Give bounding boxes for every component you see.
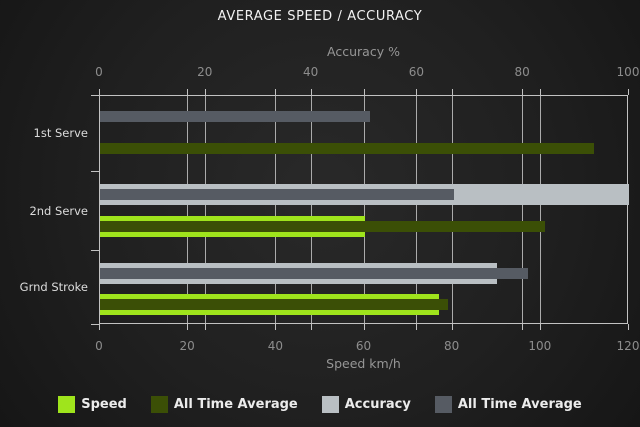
category-label: 2nd Serve [29,203,88,218]
gridline [451,96,453,323]
tick-mark [204,324,206,330]
tick-mark [451,324,453,330]
top-axis-title: Accuracy % [327,44,400,59]
plot-area [99,95,629,324]
accuracy-swatch-icon [321,396,339,413]
tick-mark [363,89,365,95]
bar-accuracy-average-2nd-serve [100,189,455,200]
tick-mark [416,324,418,330]
bar-speed-average-2nd-serve [100,221,546,232]
legend-label: All Time Average [457,397,582,412]
axis-tick-label: 80 [444,339,460,353]
gridline [539,96,541,323]
legend-item-accuracy[interactable]: Accuracy [321,396,411,413]
axis-tick-label: 100 [528,339,552,353]
gridline [275,96,277,323]
bottom-axis-title: Speed km/h [326,356,401,371]
category-label: 1st Serve [33,126,88,140]
bar-accuracy-average-grnd-stroke [100,268,529,279]
legend-label: Accuracy [344,397,411,412]
category-label: Grnd Stroke [19,280,88,294]
tick-mark [310,324,312,330]
axis-tick-label: 80 [514,65,530,79]
tick-mark [539,89,541,95]
tick-mark [91,95,99,96]
bar-speed-average-grnd-stroke [100,299,449,310]
tick-mark [91,171,99,172]
tick-mark [628,89,629,95]
tick-mark [451,89,453,95]
tick-mark [204,89,206,95]
legend-label: Speed [81,397,127,412]
axis-tick-label: 40 [267,339,283,353]
tick-mark [416,89,418,95]
tick-mark [91,324,99,325]
axis-tick-label: 0 [95,65,103,79]
legend-item-speed[interactable]: Speed [58,396,127,413]
tick-mark [363,324,365,330]
speed-swatch-icon [58,396,76,413]
gridline [363,96,365,323]
gridline [416,96,418,323]
legend-label: All Time Average [173,397,298,412]
tick-mark [99,324,100,330]
axis-tick-label: 0 [95,339,103,353]
accuracy-average-swatch-icon [434,396,452,413]
tick-mark [91,250,99,251]
tick-mark [628,324,629,330]
speed-average-swatch-icon [150,396,168,413]
gridline [310,96,312,323]
tick-mark [275,324,277,330]
tick-mark [310,89,312,95]
gridline [187,96,189,323]
gridline [522,96,524,323]
axis-tick-label: 100 [616,65,640,79]
legend-item-speed-all-time-average[interactable]: All Time Average [150,396,298,413]
tick-mark [522,324,524,330]
tick-mark [187,89,189,95]
tick-mark [99,89,100,95]
bar-speed-average-1st-serve [100,142,594,154]
axis-tick-label: 120 [616,339,640,353]
tick-mark [522,89,524,95]
legend-item-accuracy-all-time-average[interactable]: All Time Average [434,396,582,413]
axis-tick-label: 40 [302,65,319,79]
tick-mark [187,324,189,330]
axis-tick-label: 60 [355,339,372,353]
tick-mark [539,324,541,330]
bar-accuracy-average-1st-serve [100,111,370,122]
legend: Speed All Time Average Accuracy All Time… [0,396,640,413]
chart-title: AVERAGE SPEED / ACCURACY [217,9,423,24]
gridline [204,96,206,323]
tick-mark [275,89,277,95]
axis-tick-label: 20 [179,339,195,353]
axis-tick-label: 20 [197,65,213,79]
axis-tick-label: 60 [408,65,425,79]
